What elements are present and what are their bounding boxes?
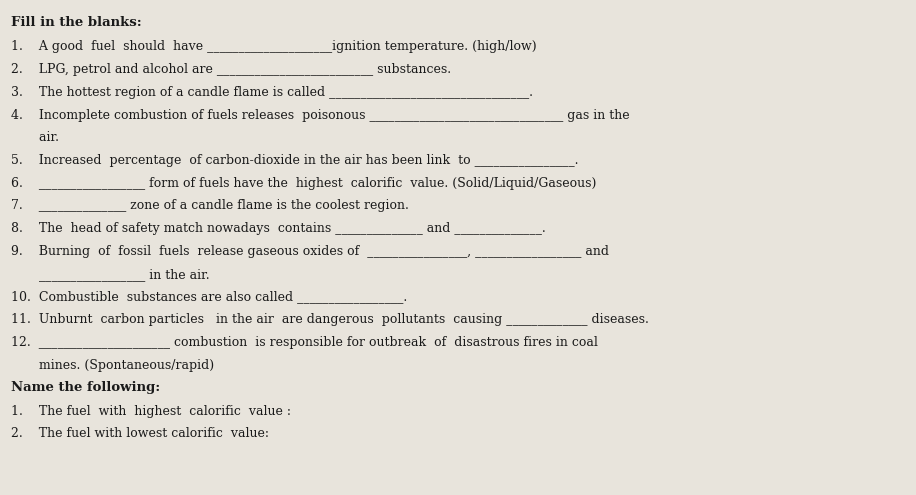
Text: Name the following:: Name the following: [11,381,160,394]
Text: air.: air. [11,131,59,145]
Text: 2.    The fuel with lowest calorific  value:: 2. The fuel with lowest calorific value: [11,428,269,441]
Text: _________________ in the air.: _________________ in the air. [11,268,210,281]
Text: mines. (Spontaneous/rapid): mines. (Spontaneous/rapid) [11,358,214,372]
Text: 5.    Increased  percentage  of carbon-dioxide in the air has been link  to ____: 5. Increased percentage of carbon-dioxid… [11,154,579,167]
Text: 6.    _________________ form of fuels have the  highest  calorific  value. (Soli: 6. _________________ form of fuels have … [11,177,596,190]
Text: 2.    LPG, petrol and alcohol are _________________________ substances.: 2. LPG, petrol and alcohol are _________… [11,63,451,76]
Text: 1.    A good  fuel  should  have ____________________ignition temperature. (high: 1. A good fuel should have _____________… [11,41,537,53]
Text: 3.    The hottest region of a candle flame is called ___________________________: 3. The hottest region of a candle flame … [11,86,533,99]
Text: 7.    ______________ zone of a candle flame is the coolest region.: 7. ______________ zone of a candle flame… [11,199,409,212]
Text: 8.    The  head of safety match nowadays  contains ______________ and __________: 8. The head of safety match nowadays con… [11,222,546,235]
Text: 9.    Burning  of  fossil  fuels  release gaseous oxides of  ________________, _: 9. Burning of fossil fuels release gaseo… [11,245,609,258]
Text: 12.  _____________________ combustion  is responsible for outbreak  of  disastro: 12. _____________________ combustion is … [11,336,598,349]
Text: 11.  Unburnt  carbon particles   in the air  are dangerous  pollutants  causing : 11. Unburnt carbon particles in the air … [11,313,649,326]
Text: 10.  Combustible  substances are also called _________________.: 10. Combustible substances are also call… [11,291,408,303]
Text: Fill in the blanks:: Fill in the blanks: [11,16,142,29]
Text: 1.    The fuel  with  highest  calorific  value :: 1. The fuel with highest calorific value… [11,405,291,418]
Text: 4.    Incomplete combustion of fuels releases  poisonous _______________________: 4. Incomplete combustion of fuels releas… [11,108,629,122]
